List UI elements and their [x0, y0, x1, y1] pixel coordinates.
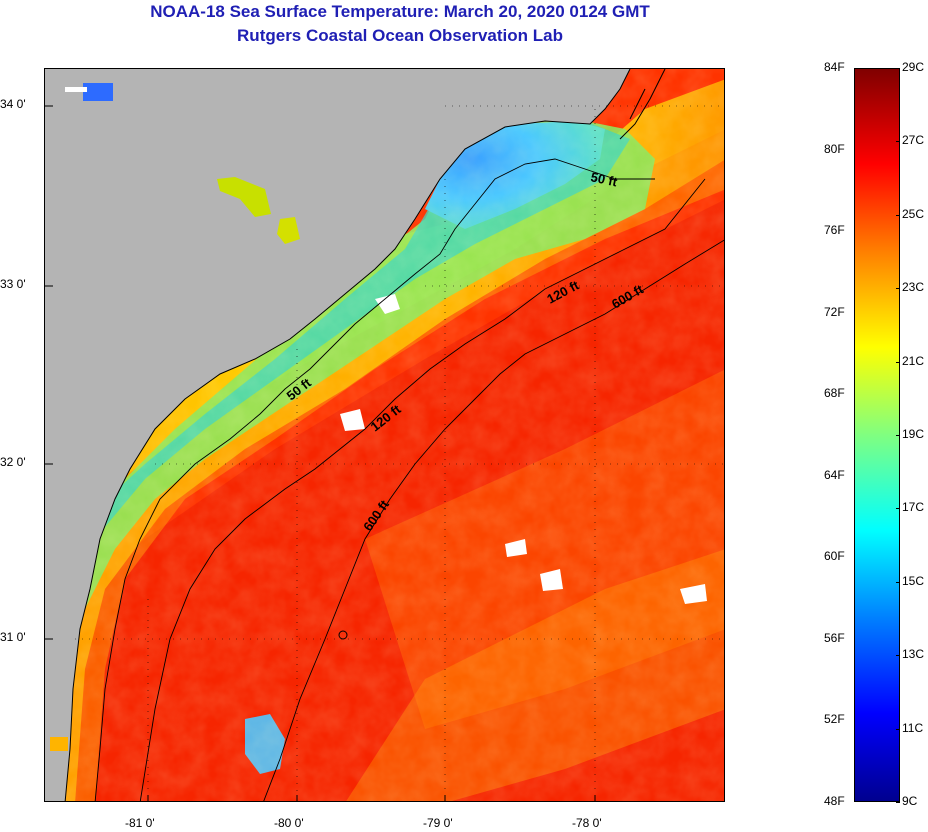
colorbar-celsius-label: 9C	[902, 794, 918, 808]
inland-water-pixel	[83, 83, 113, 101]
coastline	[64, 69, 631, 801]
lat-label-32: 32 0'	[0, 455, 26, 469]
missing-pixel	[65, 87, 87, 92]
colorbar-tick	[896, 655, 900, 657]
colorbar-fahrenheit-label: 76F	[824, 223, 845, 238]
colorbar-celsius-label: 23C	[902, 280, 925, 295]
colorbar-tick	[896, 581, 900, 583]
contour-label-50ft: 50 ft	[589, 169, 619, 189]
colorbar-tick	[896, 728, 900, 730]
cloud-patch	[505, 539, 527, 557]
inland-lake-marker	[277, 217, 300, 244]
colorbar-celsius-label: 25C	[902, 206, 925, 221]
lon-label-80: -80 0'	[274, 816, 304, 830]
land-mass	[45, 69, 630, 801]
isobath-600ft	[263, 239, 724, 801]
colorbar-tick	[896, 68, 900, 69]
inland-water-pixel	[50, 737, 68, 751]
colorbar-tick	[896, 361, 900, 363]
lat-label-34: 34 0'	[0, 97, 26, 111]
cloud-patch	[680, 584, 707, 604]
colorbar-tick	[896, 288, 900, 290]
inland-lake-marker	[217, 177, 271, 217]
cloud-patch	[375, 294, 400, 314]
colorbar-tick	[896, 508, 900, 510]
colorbar-celsius-label: 11C	[902, 720, 924, 735]
colorbar-celsius-label: 29C	[902, 60, 925, 74]
colorbar-fahrenheit-label: 80F	[824, 141, 845, 156]
colorbar-tick	[896, 214, 900, 216]
map-title: NOAA-18 Sea Surface Temperature: March 2…	[150, 2, 650, 21]
isobath-120ft	[139, 178, 706, 801]
lon-label-81: -81 0'	[125, 816, 155, 830]
colorbar-fahrenheit-label: 60F	[824, 549, 845, 564]
cloud-patch	[540, 569, 563, 591]
colorbar-fahrenheit-label: 64F	[824, 467, 845, 482]
colorbar-celsius-label: 19C	[902, 427, 925, 441]
barrier-islands	[619, 69, 666, 140]
colorbar-celsius-label: 13C	[902, 647, 925, 662]
colorbar-fahrenheit-label: 72F	[824, 304, 845, 319]
map-header: NOAA-18 Sea Surface Temperature: March 2…	[0, 0, 800, 48]
colorbar-fahrenheit-label: 68F	[824, 386, 845, 401]
lat-label-31: 31 0'	[0, 630, 26, 644]
colorbar-fahrenheit-label: 52F	[824, 712, 845, 727]
isobath-50ft	[94, 158, 655, 801]
colorbar-celsius-label: 17C	[902, 500, 925, 515]
colorbar-celsius-label: 21C	[902, 353, 925, 368]
colorbar-tick	[896, 435, 900, 436]
colorbar-fahrenheit-label: 48F	[824, 794, 845, 808]
colorbar-tick	[896, 802, 900, 803]
colorbar-fahrenheit-label: 56F	[824, 630, 845, 645]
colorbar-celsius-label: 27C	[902, 133, 925, 148]
colorbar-tick	[896, 141, 900, 143]
lat-label-33: 33 0'	[0, 277, 26, 291]
graticule	[75, 105, 724, 801]
colorbar-celsius-label: 15C	[902, 573, 925, 588]
sst-map: 50 ft 50 ft 120 ft 120 ft 600 ft 600 ft	[44, 68, 725, 802]
lon-label-78: -78 0'	[572, 816, 602, 830]
sst-map-canvas: 50 ft 50 ft 120 ft 120 ft 600 ft 600 ft	[45, 69, 724, 801]
cloud-patch	[340, 409, 365, 431]
lon-label-79: -79 0'	[423, 816, 453, 830]
colorbar-fahrenheit-label: 84F	[824, 60, 845, 74]
temperature-colorbar	[854, 68, 900, 802]
map-subtitle: Rutgers Coastal Ocean Observation Lab	[237, 26, 563, 45]
buoy-marker	[338, 630, 348, 640]
